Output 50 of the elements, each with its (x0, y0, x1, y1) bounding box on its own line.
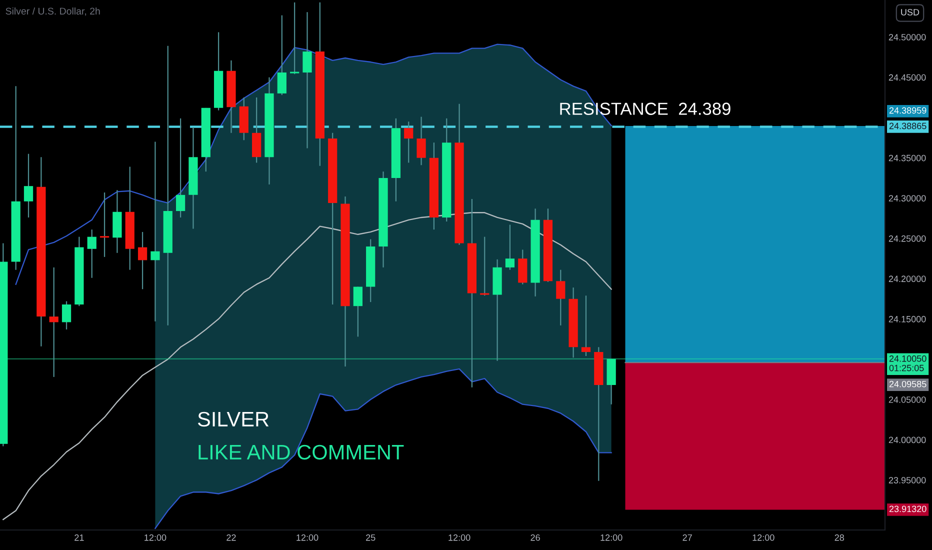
candlestick (277, 14, 286, 96)
band-label: 24.38959 (889, 107, 926, 114)
x-tick-label: 26 (530, 534, 540, 541)
line-series (154, 368, 612, 529)
candlestick (505, 224, 515, 270)
y-axis-title: USD (901, 9, 920, 16)
candlestick (87, 229, 96, 278)
band-label: 23.91320 (889, 506, 926, 512)
y-tick-label: 24.30000 (888, 195, 926, 202)
x-tick-label: 12:00 (144, 534, 166, 541)
x-tick-label: 12:00 (752, 534, 774, 541)
candlestick (416, 116, 426, 166)
candlestick (353, 286, 362, 338)
y-tick-label: 24.35000 (888, 154, 926, 162)
line-series (2, 212, 612, 520)
candlestick (100, 192, 110, 258)
y-tick-label: 24.50000 (888, 34, 926, 40)
candlestick (302, 12, 312, 149)
x-tick-label: 27 (682, 534, 692, 541)
x-tick-label: 25 (366, 534, 376, 541)
x-tick-label: 12:00 (296, 534, 318, 541)
candlestick (62, 300, 72, 330)
candlestick (49, 266, 58, 378)
ref-line-label: 24.38865 (889, 122, 926, 130)
text: Silver / U.S. Dollar, 2h (6, 7, 100, 16)
y-tick-label: 24.25000 (888, 235, 926, 242)
x-tick-label: 28 (834, 534, 844, 541)
candlestick (176, 118, 186, 218)
x-tick-label: 12:00 (448, 534, 470, 541)
candlestick (290, 2, 300, 75)
ref-line-label: 24.09585 (889, 380, 926, 388)
candlestick (556, 269, 566, 326)
y-tick-label: 24.05000 (888, 396, 926, 403)
y-tick-label: 23.95000 (888, 477, 926, 484)
candlestick (581, 295, 591, 357)
ref-line-label: 24.10050 01:25:05 (889, 355, 926, 372)
y-tick-label: 24.15000 (888, 316, 926, 322)
annotation: SILVER (198, 412, 269, 427)
candlestick (150, 141, 160, 322)
candlestick (480, 236, 490, 296)
candlestick (24, 153, 34, 218)
y-tick-label: 24.20000 (888, 276, 926, 282)
x-tick-label: 21 (74, 534, 84, 541)
candlestick (138, 231, 148, 290)
y-tick-label: 24.00000 (888, 436, 926, 444)
x-tick-label: 12:00 (600, 534, 622, 541)
y-tick-label: 24.45000 (888, 74, 926, 81)
candlestick (404, 121, 414, 164)
x-tick-label: 22 (226, 534, 236, 541)
annotation: LIKE AND COMMENT (198, 444, 404, 460)
